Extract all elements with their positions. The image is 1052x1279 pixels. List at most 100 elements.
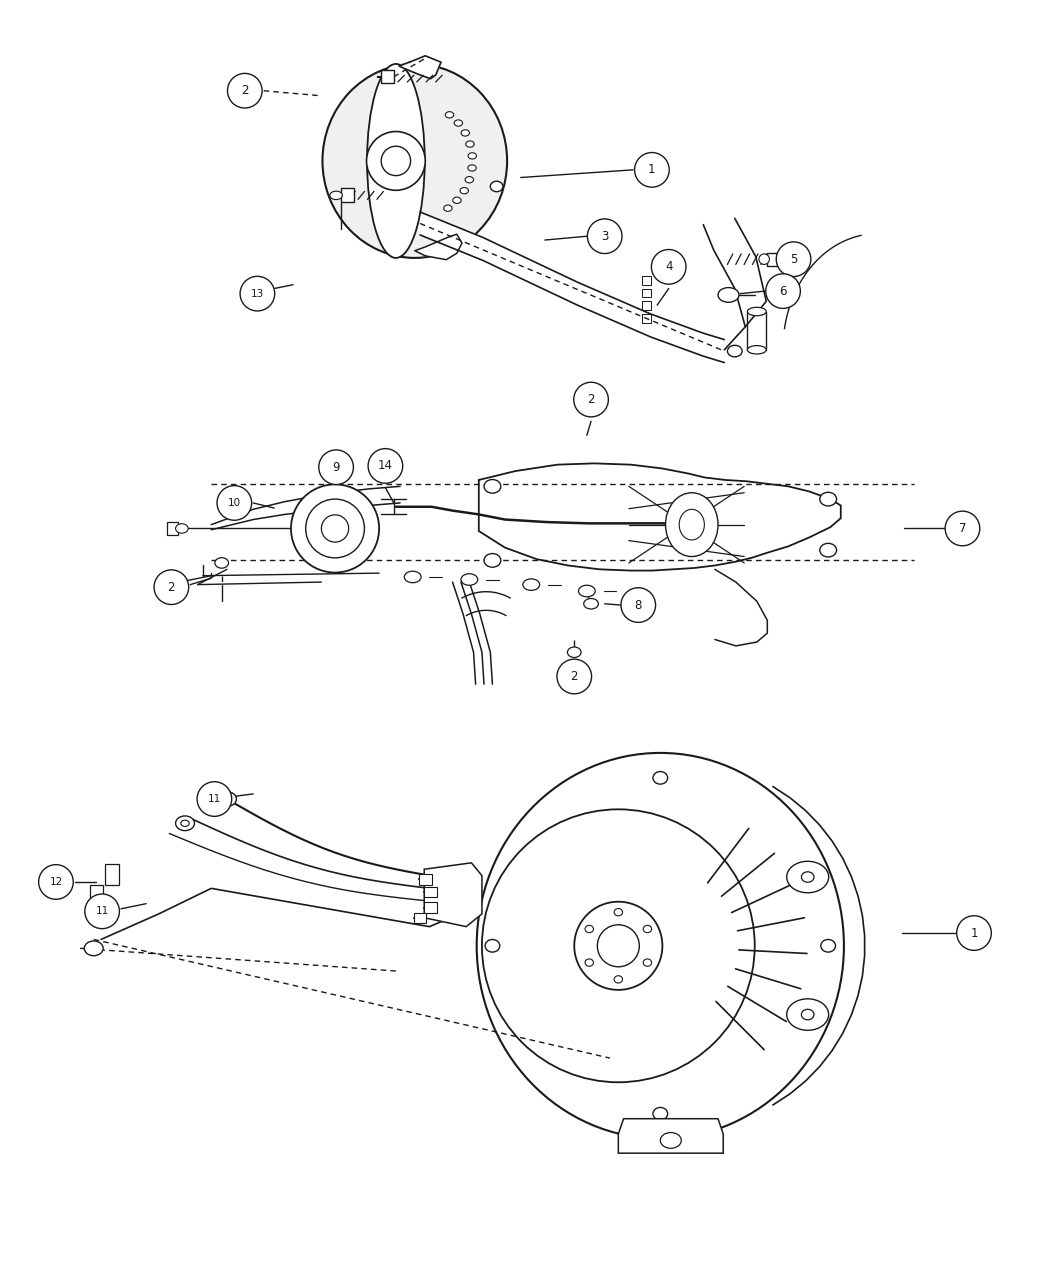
Text: 1: 1 — [970, 926, 977, 940]
Ellipse shape — [614, 908, 623, 916]
Ellipse shape — [661, 1132, 682, 1149]
Ellipse shape — [323, 64, 507, 258]
Ellipse shape — [587, 219, 622, 253]
Ellipse shape — [181, 820, 189, 826]
Ellipse shape — [454, 120, 463, 127]
Ellipse shape — [787, 999, 829, 1031]
Ellipse shape — [466, 141, 474, 147]
Ellipse shape — [368, 449, 403, 483]
Ellipse shape — [465, 177, 473, 183]
Text: 14: 14 — [378, 459, 392, 472]
Ellipse shape — [802, 1009, 814, 1019]
Ellipse shape — [758, 255, 769, 265]
Ellipse shape — [468, 152, 477, 159]
Polygon shape — [420, 212, 725, 362]
Ellipse shape — [585, 925, 593, 932]
Text: 11: 11 — [96, 907, 108, 916]
Text: 11: 11 — [207, 794, 221, 804]
Ellipse shape — [747, 307, 766, 316]
Ellipse shape — [523, 579, 540, 591]
Ellipse shape — [215, 558, 228, 568]
Text: 2: 2 — [167, 581, 175, 593]
Polygon shape — [414, 234, 462, 260]
Ellipse shape — [719, 288, 739, 302]
Ellipse shape — [653, 771, 668, 784]
Ellipse shape — [461, 574, 478, 586]
Polygon shape — [424, 888, 437, 898]
Ellipse shape — [366, 132, 425, 191]
Text: 2: 2 — [587, 393, 594, 405]
Ellipse shape — [651, 249, 686, 284]
Ellipse shape — [85, 894, 120, 929]
Ellipse shape — [329, 191, 342, 200]
Ellipse shape — [445, 111, 453, 118]
Ellipse shape — [482, 810, 754, 1082]
Ellipse shape — [584, 599, 599, 609]
Ellipse shape — [444, 205, 452, 211]
Ellipse shape — [579, 586, 595, 597]
Polygon shape — [419, 875, 431, 885]
Ellipse shape — [490, 182, 503, 192]
Ellipse shape — [227, 73, 262, 107]
Polygon shape — [399, 56, 441, 79]
Text: 9: 9 — [332, 460, 340, 473]
Ellipse shape — [218, 792, 237, 806]
Polygon shape — [381, 70, 393, 83]
Ellipse shape — [452, 197, 461, 203]
Ellipse shape — [460, 188, 468, 194]
Polygon shape — [341, 188, 353, 202]
Polygon shape — [413, 913, 426, 923]
Ellipse shape — [614, 976, 623, 984]
Text: 1: 1 — [648, 164, 655, 177]
Ellipse shape — [84, 941, 103, 955]
Ellipse shape — [956, 916, 991, 950]
Ellipse shape — [322, 515, 348, 542]
Text: 12: 12 — [49, 877, 62, 886]
Ellipse shape — [574, 902, 663, 990]
Ellipse shape — [621, 588, 655, 623]
Polygon shape — [424, 863, 482, 927]
Ellipse shape — [766, 274, 801, 308]
Text: 2: 2 — [241, 84, 248, 97]
Ellipse shape — [747, 345, 766, 354]
Polygon shape — [167, 522, 178, 535]
Ellipse shape — [477, 753, 844, 1138]
Polygon shape — [767, 253, 780, 266]
Ellipse shape — [306, 499, 364, 558]
Ellipse shape — [381, 146, 410, 175]
Ellipse shape — [567, 647, 581, 657]
Ellipse shape — [291, 485, 379, 573]
Ellipse shape — [643, 959, 651, 966]
Text: 2: 2 — [570, 670, 578, 683]
Ellipse shape — [484, 480, 501, 494]
Ellipse shape — [485, 940, 500, 952]
Ellipse shape — [776, 242, 811, 276]
Ellipse shape — [820, 544, 836, 556]
Ellipse shape — [240, 276, 275, 311]
Text: 4: 4 — [665, 261, 672, 274]
Ellipse shape — [154, 570, 188, 605]
Ellipse shape — [461, 129, 469, 136]
Text: 5: 5 — [790, 253, 797, 266]
Ellipse shape — [404, 572, 421, 583]
Ellipse shape — [319, 450, 353, 485]
Text: 8: 8 — [634, 599, 642, 611]
Ellipse shape — [821, 940, 835, 952]
Circle shape — [680, 509, 705, 540]
Text: 13: 13 — [250, 289, 264, 298]
Ellipse shape — [727, 345, 742, 357]
Ellipse shape — [176, 816, 195, 830]
Ellipse shape — [39, 865, 74, 899]
Ellipse shape — [598, 925, 640, 967]
Polygon shape — [89, 885, 103, 906]
Ellipse shape — [217, 486, 251, 521]
Ellipse shape — [820, 492, 836, 506]
Polygon shape — [424, 903, 437, 913]
Ellipse shape — [945, 512, 979, 546]
Polygon shape — [619, 1119, 724, 1154]
Ellipse shape — [802, 872, 814, 883]
Ellipse shape — [634, 152, 669, 187]
Polygon shape — [105, 865, 119, 885]
Ellipse shape — [197, 781, 231, 816]
Text: 10: 10 — [227, 498, 241, 508]
